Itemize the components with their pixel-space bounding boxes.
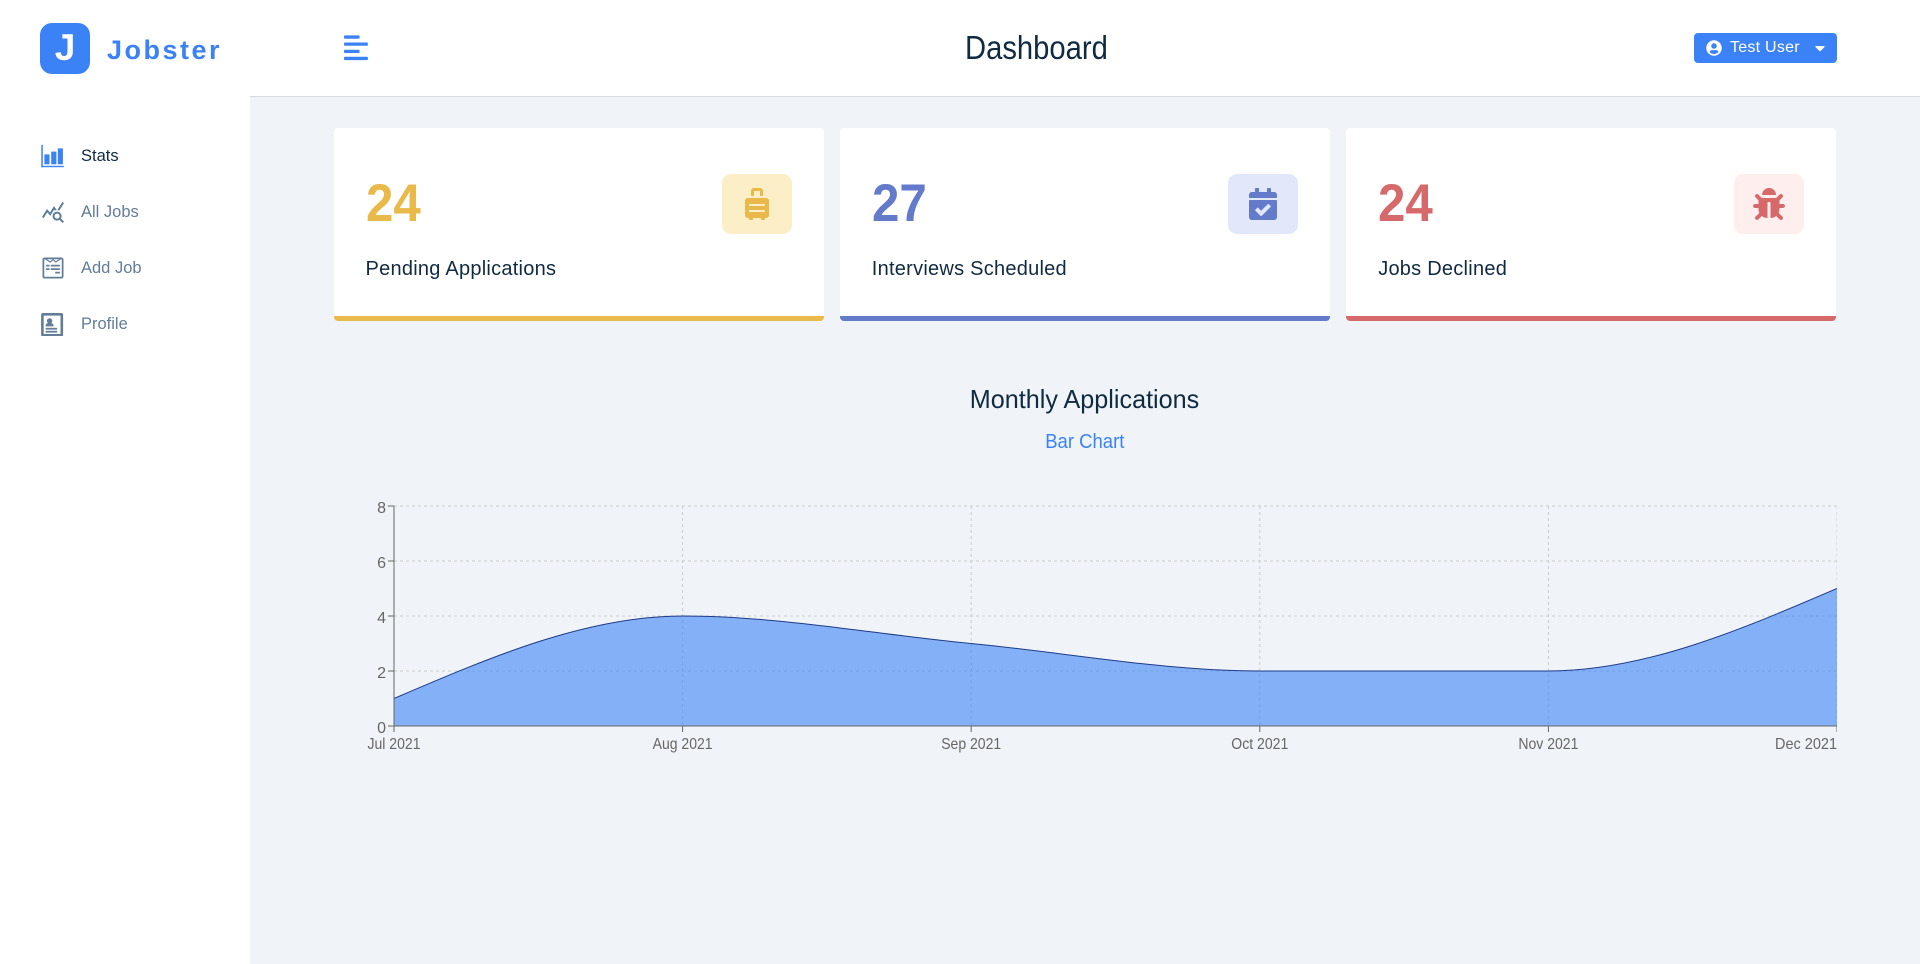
svg-text:6: 6 (377, 555, 386, 572)
svg-text:Nov 2021: Nov 2021 (1518, 736, 1578, 753)
svg-text:Jul 2021: Jul 2021 (367, 736, 420, 753)
svg-text:2: 2 (377, 665, 386, 682)
svg-text:Sep 2021: Sep 2021 (941, 736, 1001, 753)
svg-text:0: 0 (377, 720, 386, 737)
svg-text:4: 4 (377, 610, 386, 627)
svg-text:8: 8 (377, 500, 386, 517)
svg-text:Oct 2021: Oct 2021 (1231, 736, 1288, 753)
svg-text:Dec 2021: Dec 2021 (1775, 736, 1837, 753)
svg-text:Aug 2021: Aug 2021 (652, 736, 712, 753)
